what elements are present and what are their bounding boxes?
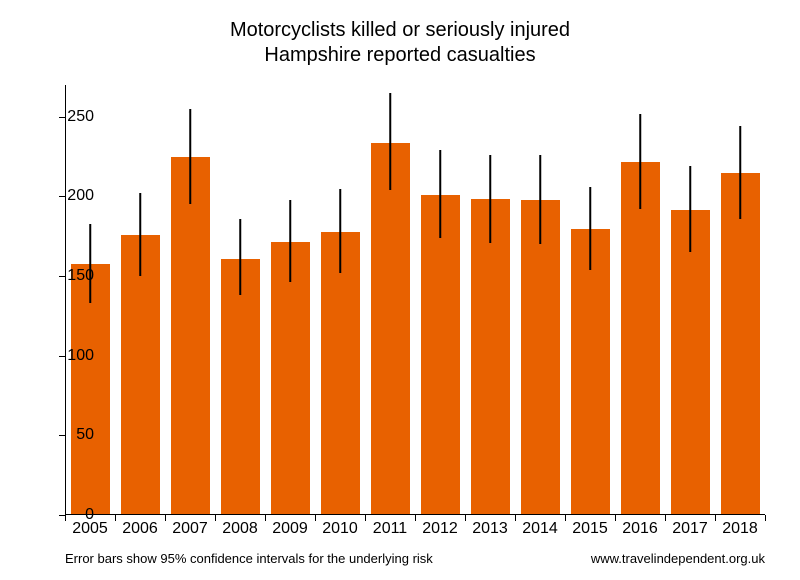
- x-tick-label: 2009: [265, 521, 315, 537]
- error-bar: [389, 93, 391, 190]
- error-bar: [739, 126, 741, 218]
- error-bar: [189, 109, 191, 205]
- y-tick-label: 200: [34, 188, 94, 204]
- y-tick-label: 150: [34, 268, 94, 284]
- chart-title-line1: Motorcyclists killed or seriously injure…: [230, 19, 570, 41]
- x-tick-label: 2018: [715, 521, 765, 537]
- footer-note-right: www.travelindependent.org.uk: [591, 551, 765, 566]
- x-tick-label: 2005: [65, 521, 115, 537]
- x-tick-label: 2012: [415, 521, 465, 537]
- x-tick-label: 2016: [615, 521, 665, 537]
- bar: [371, 143, 410, 514]
- y-tick-label: 50: [34, 427, 94, 443]
- x-tick-label: 2017: [665, 521, 715, 537]
- x-tick-label: 2008: [215, 521, 265, 537]
- chart-container: Motorcyclists killed or seriously injure…: [0, 0, 800, 580]
- error-bar: [689, 166, 691, 252]
- error-bar: [639, 114, 641, 210]
- x-tick-label: 2010: [315, 521, 365, 537]
- x-tick-label: 2006: [115, 521, 165, 537]
- bar: [221, 259, 260, 514]
- error-bar: [589, 187, 591, 270]
- footer-note-left: Error bars show 95% confidence intervals…: [65, 551, 433, 566]
- x-tick-label: 2015: [565, 521, 615, 537]
- error-bar: [89, 224, 91, 304]
- bar: [571, 229, 610, 514]
- y-tick-label: 100: [34, 348, 94, 364]
- bar: [321, 232, 360, 514]
- x-tick-label: 2007: [165, 521, 215, 537]
- chart-title-line2: Hampshire reported casualties: [264, 44, 535, 66]
- y-axis-line: [65, 85, 66, 515]
- y-tick-label: 0: [34, 507, 94, 523]
- bar: [121, 235, 160, 514]
- bar: [271, 242, 310, 514]
- error-bar: [239, 219, 241, 295]
- error-bar: [539, 155, 541, 244]
- bar: [671, 210, 710, 514]
- chart-title: Motorcyclists killed or seriously injure…: [0, 18, 800, 68]
- x-tick-label: 2013: [465, 521, 515, 537]
- x-tick: [765, 515, 766, 521]
- bar: [171, 157, 210, 514]
- error-bar: [339, 189, 341, 273]
- bar: [721, 173, 760, 514]
- bar: [471, 199, 510, 514]
- error-bar: [439, 150, 441, 238]
- x-tick-label: 2011: [365, 521, 415, 537]
- x-tick-label: 2014: [515, 521, 565, 537]
- error-bar: [139, 193, 141, 276]
- bar: [521, 200, 560, 514]
- bar: [421, 195, 460, 514]
- plot-area: 2005200620072008200920102011201220132014…: [65, 85, 765, 515]
- y-tick-label: 250: [34, 109, 94, 125]
- error-bar: [489, 155, 491, 243]
- error-bar: [289, 200, 291, 283]
- bar: [621, 162, 660, 514]
